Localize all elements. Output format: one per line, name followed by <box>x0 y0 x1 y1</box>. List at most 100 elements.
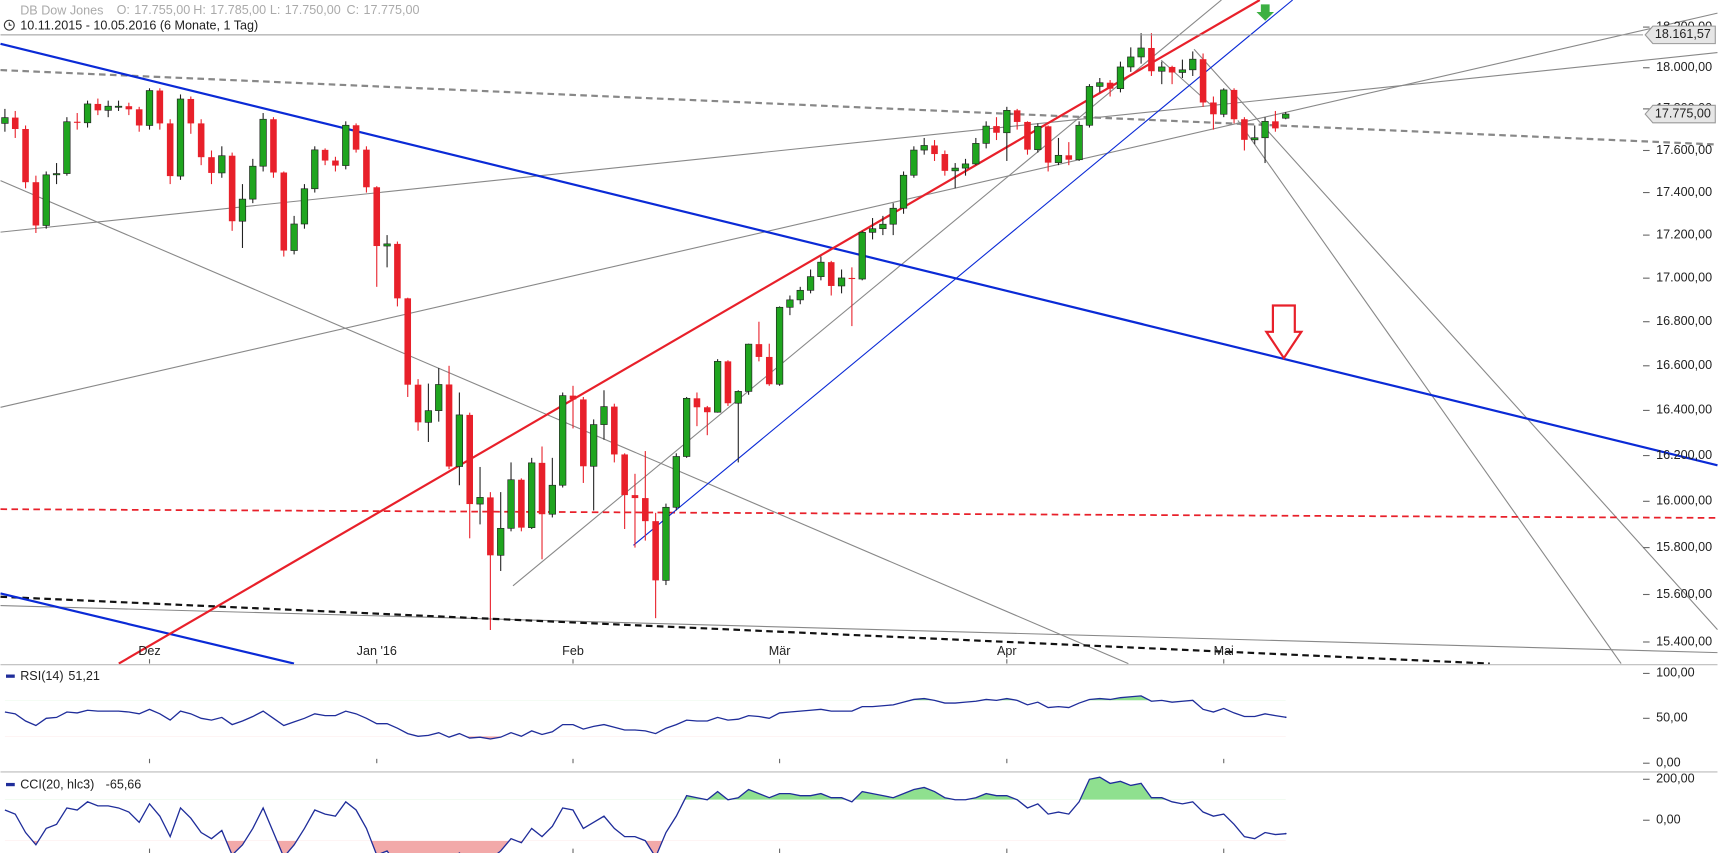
candle-body <box>1261 120 1269 139</box>
candle-body <box>672 456 680 508</box>
header-name: L: <box>270 3 281 17</box>
candle-body <box>806 276 815 291</box>
candle-body <box>796 289 804 301</box>
candle-body <box>786 299 794 308</box>
candle-body <box>1158 66 1166 72</box>
trend-line <box>118 0 1261 665</box>
header-name: H: <box>193 3 206 17</box>
current-marker <box>1284 832 1287 835</box>
y-tick-label: 16.000,00 <box>1656 494 1712 508</box>
candle-body <box>662 506 670 581</box>
candle-body <box>145 90 154 126</box>
legend-swatch <box>6 674 15 678</box>
candle-body <box>1 117 9 124</box>
candle-body <box>83 103 92 124</box>
candle-body <box>1034 125 1042 150</box>
candle-body <box>1282 113 1290 119</box>
candle-body <box>311 149 319 190</box>
candle-body <box>1220 89 1228 115</box>
candle-body <box>528 462 536 528</box>
candle-body <box>817 261 825 277</box>
line-group <box>4 776 1287 853</box>
x-tick-label: Apr <box>997 644 1017 658</box>
candle-body <box>1024 121 1031 150</box>
indicator-name: CCI(20, hlc3) <box>20 777 94 791</box>
candle-body <box>228 155 236 222</box>
candle-body <box>580 399 587 467</box>
indicator-line <box>4 776 1286 853</box>
dashed-line <box>0 68 1718 146</box>
candle-body <box>352 125 360 150</box>
x-tick-label: Mär <box>769 644 791 658</box>
candle-body <box>1178 69 1187 73</box>
candle-body <box>73 121 81 123</box>
candle-body <box>187 98 195 124</box>
clock-icon <box>3 19 15 31</box>
y-tick-label: 17.600,00 <box>1656 143 1712 157</box>
candle-body <box>703 407 711 413</box>
candle-body <box>1003 110 1011 134</box>
header-name: O: <box>117 3 130 17</box>
candle-body <box>197 123 205 158</box>
candle-body <box>1116 66 1125 90</box>
candle-body <box>724 361 732 404</box>
y-tick-label: 100,00 <box>1656 666 1694 680</box>
candle-body <box>744 343 753 392</box>
trend-line <box>1193 48 1718 630</box>
candle-body <box>476 497 484 505</box>
chart-title: DB Dow Jones <box>20 3 103 17</box>
header-value: C: 17.775,00 <box>347 3 420 17</box>
candle-body <box>713 361 722 413</box>
candle-body <box>1230 89 1238 120</box>
candle-body <box>280 172 288 251</box>
candle-body <box>1075 124 1083 161</box>
candle-body <box>972 143 980 165</box>
trend-line <box>633 0 1293 546</box>
candle-body <box>383 243 391 247</box>
candle-body <box>363 149 370 188</box>
y-tick-label: 16.600,00 <box>1656 358 1712 372</box>
current-marker <box>1284 716 1287 719</box>
candle-body <box>342 124 350 166</box>
dashed-line <box>0 508 1718 519</box>
candle-body <box>1189 58 1197 71</box>
header-value: O: 17.755,00 <box>117 3 191 17</box>
candle-body <box>518 479 525 528</box>
candle-body <box>548 484 556 515</box>
price-tag <box>1644 104 1716 124</box>
candle-body <box>889 207 897 225</box>
candle-body <box>642 498 649 522</box>
candle-body <box>208 157 215 173</box>
candle-body <box>166 123 174 177</box>
header-label: 17.775,00 <box>364 3 420 17</box>
candle-body <box>455 414 463 467</box>
candle-body <box>135 109 143 126</box>
y-tick-label: 15.400,00 <box>1656 634 1712 648</box>
candle-body <box>424 410 433 423</box>
header-value: H: 17.785,00 <box>193 3 266 17</box>
candle-body <box>1210 102 1217 115</box>
candle-body <box>827 262 835 286</box>
candle-body <box>1096 82 1104 87</box>
candle-body <box>1106 82 1114 89</box>
x-tick-label: Mai <box>1214 644 1234 658</box>
candle-body <box>631 495 639 499</box>
x-tick-label: Jan '16 <box>357 644 397 658</box>
candle-body <box>982 125 990 144</box>
indicator-value: 51,21 <box>68 669 99 683</box>
candle-body <box>858 231 866 280</box>
candle-body <box>487 497 494 556</box>
candle-body <box>404 298 412 385</box>
price-tag <box>1644 25 1716 45</box>
candle-body <box>941 154 949 171</box>
candle-body <box>259 118 267 167</box>
candle-body <box>238 198 247 222</box>
candle-body <box>249 165 257 200</box>
candle-body <box>559 395 567 486</box>
y-tick-label: 17.000,00 <box>1656 270 1712 284</box>
candle-body <box>693 398 701 408</box>
legend-swatch <box>6 782 15 787</box>
candle-body <box>600 406 608 425</box>
drawings <box>0 0 1718 665</box>
